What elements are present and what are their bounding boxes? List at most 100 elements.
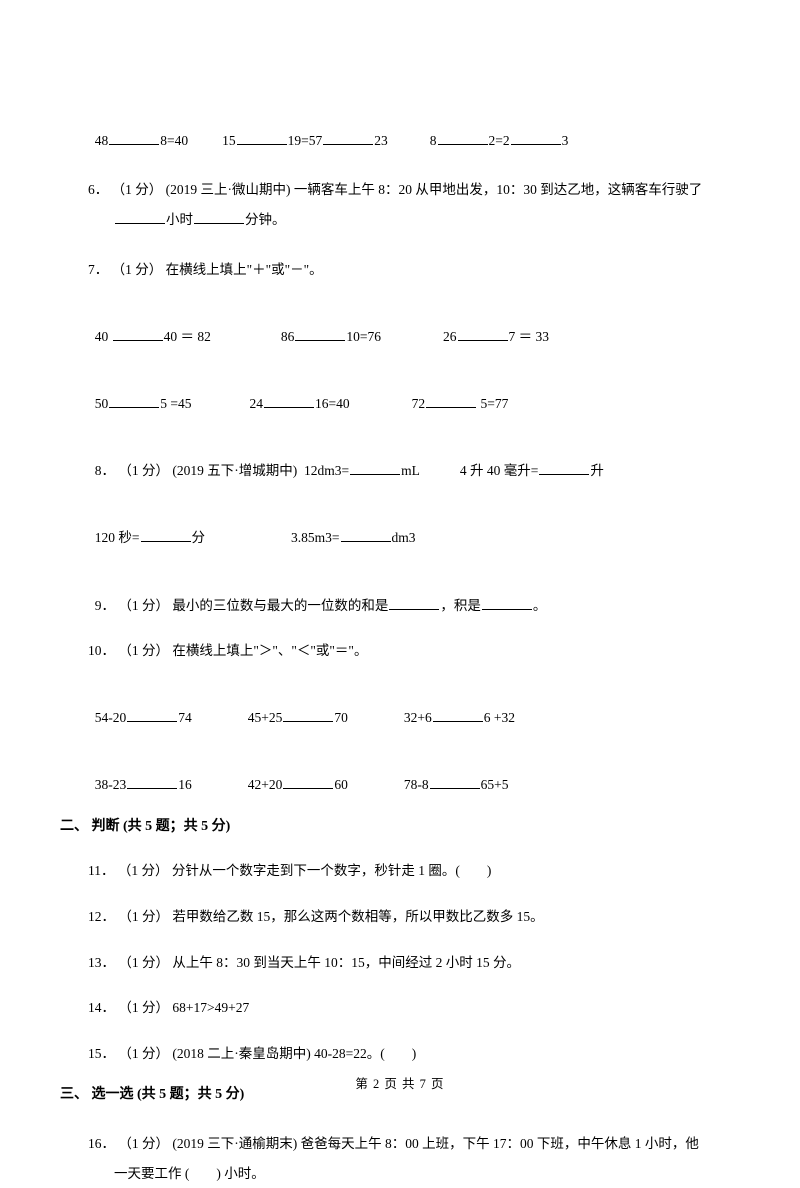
text: 8． （1 分） (2019 五下·增城期中) 12dm3= (95, 463, 349, 478)
q11: 11． （1 分） 分针从一个数字走到下一个数字，秒针走 1 圈。( ) (88, 860, 712, 882)
blank[interactable] (458, 327, 508, 341)
text: 70 (334, 710, 348, 725)
q6: 6． （1 分） (2019 三上·微山期中) 一辆客车上午 8：20 从甲地出… (88, 175, 712, 234)
text: 分 (192, 530, 206, 545)
blank[interactable] (194, 210, 244, 224)
text: 14． （1 分） 68+17>49+27 (88, 1000, 249, 1015)
q5-line: 48 8=40 15 19=57 23 8 2=2 3 (88, 108, 712, 151)
q8-row2: 120 秒= 分 3.85m3= dm3 (88, 506, 712, 549)
q10-row2: 38-23 16 42+20 60 78-8 65+5 (88, 753, 712, 796)
blank[interactable] (511, 131, 561, 145)
q13: 13． （1 分） 从上午 8：30 到当天上午 10：15，中间经过 2 小时… (88, 952, 712, 974)
text: 40 ＝ 82 (164, 329, 211, 344)
blank[interactable] (113, 327, 163, 341)
blank[interactable] (115, 210, 165, 224)
text: 26 (443, 329, 457, 344)
section-2-heading: 二、 判断 (共 5 题；共 5 分) (60, 816, 712, 838)
q7-row2: 50 5 =45 24 16=40 72 5=77 (88, 371, 712, 414)
q12: 12． （1 分） 若甲数给乙数 15，那么这两个数相等，所以甲数比乙数多 15… (88, 906, 712, 928)
text: 。 (533, 598, 547, 613)
q7-row1: 40 40 ＝ 82 86 10=76 26 7 ＝ 33 (88, 304, 712, 347)
text: 9． （1 分） 最小的三位数与最大的一位数的和是 (95, 598, 389, 613)
blank[interactable] (433, 709, 483, 723)
text: 74 (178, 710, 192, 725)
blank[interactable] (109, 394, 159, 408)
text: 2=2 (489, 133, 510, 148)
text: 小时 (166, 212, 193, 227)
text: 48 (95, 133, 109, 148)
blank[interactable] (295, 327, 345, 341)
blank[interactable] (482, 596, 532, 610)
text: 50 (95, 396, 109, 411)
text: 6． （1 分） (2019 三上·微山期中) 一辆客车上午 8：20 从甲地出… (88, 182, 702, 197)
text: 升 (590, 463, 604, 478)
blank[interactable] (237, 131, 287, 145)
blank[interactable] (341, 529, 391, 543)
blank[interactable] (539, 462, 589, 476)
blank[interactable] (109, 131, 159, 145)
text: 4 升 40 毫升= (460, 463, 539, 478)
text: 8 (430, 133, 437, 148)
blank[interactable] (283, 709, 333, 723)
text: 11． （1 分） 分针从一个数字走到下一个数字，秒针走 1 圈。( ) (88, 863, 491, 878)
text: 16=40 (315, 396, 350, 411)
text: 8=40 (160, 133, 188, 148)
text: 二、 判断 (共 5 题；共 5 分) (60, 819, 230, 834)
text: 24 (250, 396, 264, 411)
text: 86 (281, 329, 295, 344)
text: 60 (334, 777, 348, 792)
text: 23 (374, 133, 388, 148)
blank[interactable] (127, 709, 177, 723)
text: dm3 (392, 530, 416, 545)
text: 78-8 (404, 777, 429, 792)
q9: 9． （1 分） 最小的三位数与最大的一位数的和是 ，积是 。 (88, 573, 712, 616)
q7-head: 7． （1 分） 在横线上填上"＋"或"－"。 (88, 259, 712, 281)
text: 42+20 (248, 777, 283, 792)
q10-head: 10． （1 分） 在横线上填上"＞"、"＜"或"＝"。 (88, 640, 712, 662)
text: 40 (95, 329, 112, 344)
text: 32+6 (404, 710, 432, 725)
q14: 14． （1 分） 68+17>49+27 (88, 997, 712, 1019)
text: 10=76 (346, 329, 381, 344)
blank[interactable] (323, 131, 373, 145)
text: 16． （1 分） (2019 三下·通榆期末) 爸爸每天上午 8：00 上班，… (88, 1136, 699, 1181)
blank[interactable] (438, 131, 488, 145)
text: 13． （1 分） 从上午 8：30 到当天上午 10：15，中间经过 2 小时… (88, 955, 520, 970)
blank[interactable] (389, 596, 439, 610)
text: 10． （1 分） 在横线上填上"＞"、"＜"或"＝"。 (88, 643, 367, 658)
text: 19=57 (288, 133, 323, 148)
text: 45+25 (248, 710, 283, 725)
text: 65+5 (481, 777, 509, 792)
blank[interactable] (350, 462, 400, 476)
text: 15 (222, 133, 236, 148)
text: 120 秒= (95, 530, 140, 545)
q8-row1: 8． （1 分） (2019 五下·增城期中) 12dm3= mL 4 升 40 毫… (88, 439, 712, 482)
blank[interactable] (426, 394, 476, 408)
blank[interactable] (141, 529, 191, 543)
text: ，积是 (440, 598, 481, 613)
text: 分钟。 (245, 212, 286, 227)
text: 12． （1 分） 若甲数给乙数 15，那么这两个数相等，所以甲数比乙数多 15… (88, 909, 544, 924)
text: 72 (412, 396, 426, 411)
text: 3 (562, 133, 569, 148)
text: 7． （1 分） 在横线上填上"＋"或"－"。 (88, 262, 323, 277)
blank[interactable] (430, 776, 480, 790)
q10-row1: 54-20 74 45+25 70 32+6 6 +32 (88, 686, 712, 729)
page-footer: 第 2 页 共 7 页 (0, 1074, 800, 1094)
q16: 16． （1 分） (2019 三下·通榆期末) 爸爸每天上午 8：00 上班，… (88, 1129, 712, 1188)
text: 3.85m3= (291, 530, 340, 545)
text: 16 (178, 777, 192, 792)
text: 38-23 (95, 777, 127, 792)
text: mL (401, 463, 420, 478)
text: 5 =45 (160, 396, 191, 411)
blank[interactable] (264, 394, 314, 408)
q15: 15． （1 分） (2018 二上·秦皇岛期中) 40-28=22。( ) (88, 1043, 712, 1065)
text: 6 +32 (484, 710, 515, 725)
blank[interactable] (283, 776, 333, 790)
text: 5=77 (477, 396, 508, 411)
text: 54-20 (95, 710, 127, 725)
text: 第 2 页 共 7 页 (355, 1077, 444, 1091)
text: 7 ＝ 33 (509, 329, 550, 344)
text: 15． （1 分） (2018 二上·秦皇岛期中) 40-28=22。( ) (88, 1046, 416, 1061)
blank[interactable] (127, 776, 177, 790)
